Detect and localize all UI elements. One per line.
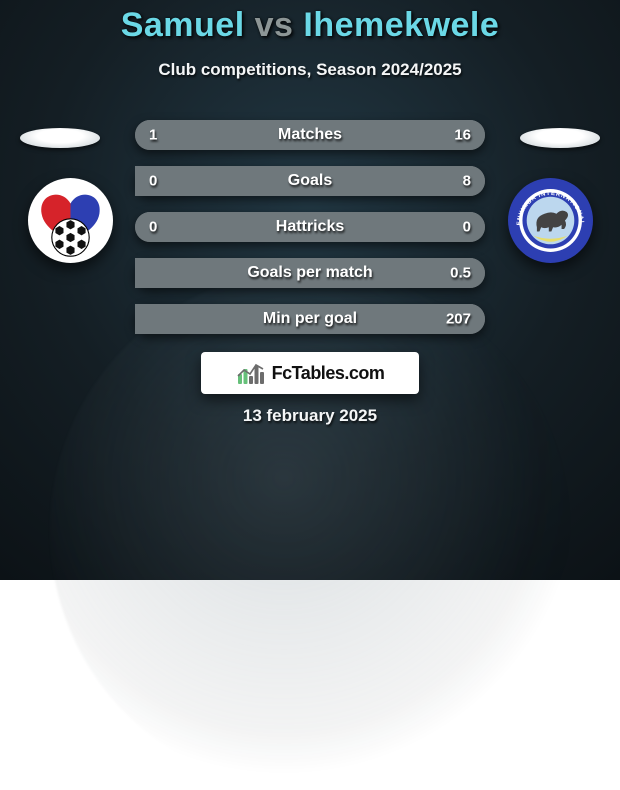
- player-b-name: Ihemekwele: [303, 6, 499, 44]
- bar-row: Goals per match 0.5: [135, 258, 485, 288]
- bar-row: 0 Goals 8: [135, 166, 485, 196]
- player-a-name: Samuel: [121, 6, 245, 44]
- bar-label: Goals: [288, 172, 332, 190]
- bar-row: 1 Matches 16: [135, 120, 485, 150]
- bar-value-a: 0: [149, 219, 157, 236]
- bar-label: Matches: [278, 126, 342, 144]
- bar-row: Min per goal 207: [135, 304, 485, 334]
- bar-value-b: 207: [446, 311, 471, 328]
- bar-value-a: 0: [149, 173, 157, 190]
- bar-value-a: 1: [149, 127, 157, 144]
- bar-label: Hattricks: [276, 218, 344, 236]
- vs-text: vs: [255, 6, 294, 44]
- bar-row: 0 Hattricks 0: [135, 212, 485, 242]
- bar-value-b: 0: [463, 219, 471, 236]
- bar-value-b: 16: [454, 127, 471, 144]
- bar-label: Goals per match: [247, 264, 372, 282]
- bar-value-b: 8: [463, 173, 471, 190]
- bar-label: Min per goal: [263, 310, 357, 328]
- comparison-bars: 1 Matches 16 0 Goals 8 0 Hattricks 0 Goals per ma…: [135, 120, 485, 334]
- fctables-icon: [236, 360, 266, 386]
- page-title: Samuel vs Ihemekwele: [0, 6, 620, 45]
- comparison-card: Samuel vs Ihemekwele Club competitions, …: [0, 0, 620, 580]
- brand-box: FcTables.com: [201, 352, 419, 394]
- bar-value-b: 0.5: [450, 265, 471, 282]
- date: 13 february 2025: [0, 406, 620, 426]
- brand-text: FcTables.com: [272, 363, 385, 384]
- subtitle: Club competitions, Season 2024/2025: [0, 60, 620, 80]
